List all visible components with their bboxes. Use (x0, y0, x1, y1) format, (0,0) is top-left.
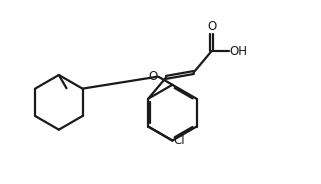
Text: O: O (148, 70, 157, 83)
Text: Cl: Cl (173, 134, 185, 147)
Text: O: O (207, 20, 216, 33)
Text: OH: OH (229, 45, 247, 58)
